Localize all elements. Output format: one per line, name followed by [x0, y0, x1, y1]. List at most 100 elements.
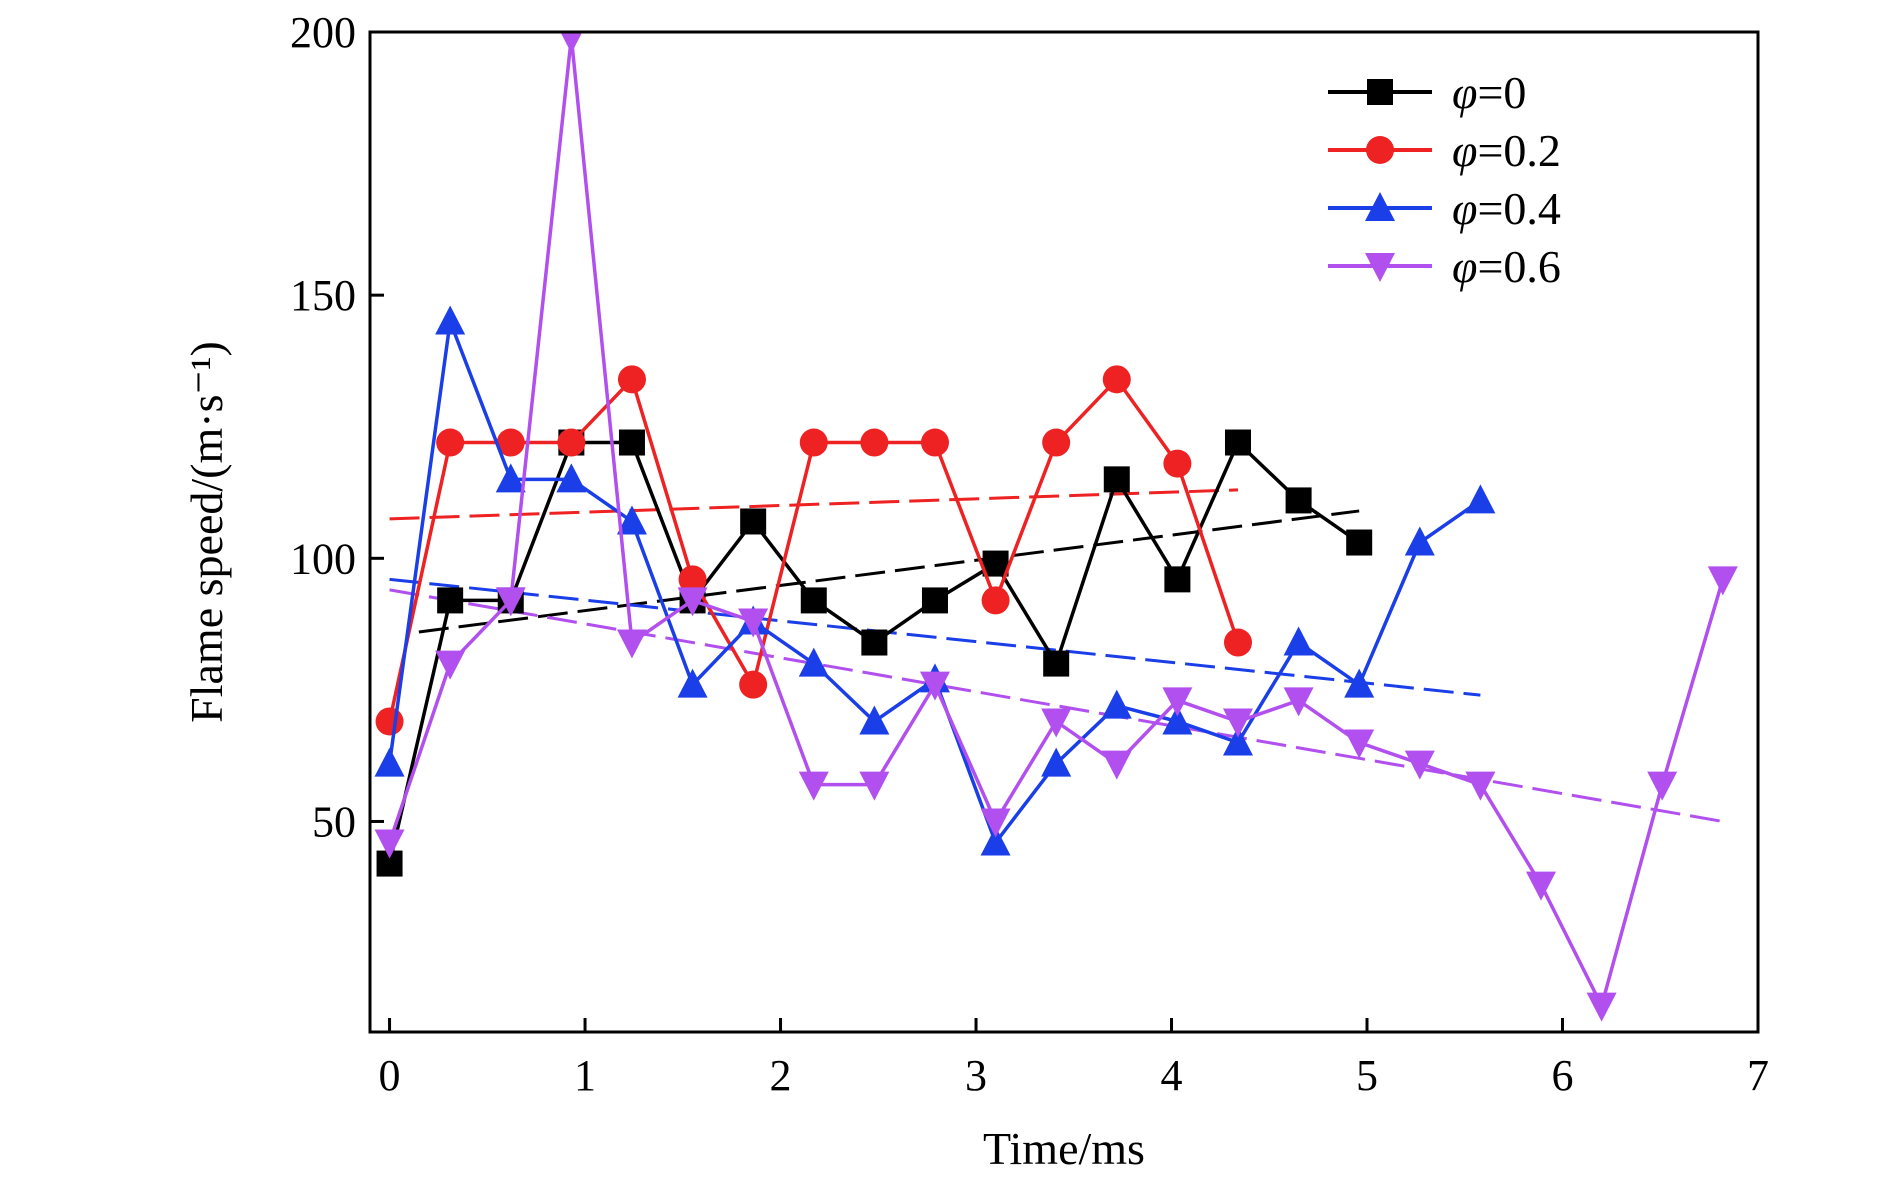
data-point	[617, 365, 646, 394]
legend-item: φ=0.4	[1328, 183, 1561, 234]
x-axis-label: Time/ms	[983, 1123, 1145, 1174]
data-point	[556, 463, 587, 493]
x-tick-label: 2	[770, 1051, 792, 1100]
data-point	[981, 586, 1010, 615]
legend-label: φ=0.4	[1452, 183, 1561, 234]
data-point	[1647, 771, 1678, 801]
data-point	[920, 428, 949, 457]
data-point	[1103, 466, 1130, 493]
data-point	[1223, 628, 1252, 657]
data-point	[677, 587, 708, 617]
x-tick-label: 4	[1161, 1051, 1183, 1100]
data-point	[375, 707, 404, 736]
data-point	[1465, 771, 1496, 801]
y-tick-label: 150	[290, 271, 356, 320]
data-point	[921, 587, 948, 614]
series-3	[374, 32, 1738, 1022]
legend-label: φ=0	[1452, 67, 1526, 118]
data-point	[1041, 747, 1072, 777]
data-point	[800, 587, 827, 614]
trend-lines	[389, 488, 1724, 823]
data-point	[616, 629, 647, 659]
series-1	[375, 365, 1252, 736]
data-point	[799, 428, 828, 457]
data-point	[980, 808, 1011, 838]
series-2	[374, 305, 1496, 856]
legend-label: φ=0.6	[1452, 241, 1561, 292]
legend-marker	[1366, 136, 1394, 164]
data-point	[435, 650, 466, 680]
legend-item: φ=0.2	[1328, 125, 1561, 176]
data-point	[677, 668, 708, 698]
data-point	[982, 550, 1009, 577]
data-point	[1163, 449, 1192, 478]
data-point	[861, 629, 888, 656]
x-tick-label: 3	[965, 1051, 987, 1100]
data-point	[798, 771, 829, 801]
series-0	[376, 429, 1373, 877]
data-point	[495, 587, 526, 617]
data-point	[616, 505, 647, 535]
data-point	[436, 428, 465, 457]
data-point	[1043, 650, 1070, 677]
data-series	[374, 32, 1738, 1022]
data-point	[437, 587, 464, 614]
data-point	[860, 428, 889, 457]
legend-label: φ=0.2	[1452, 125, 1561, 176]
data-point	[495, 463, 526, 493]
data-point	[560, 32, 583, 54]
data-point	[374, 829, 405, 859]
data-point	[1346, 529, 1373, 556]
data-point	[374, 747, 405, 777]
data-point	[859, 705, 890, 735]
y-tick-label: 200	[290, 8, 356, 57]
y-tick-label: 50	[312, 797, 356, 846]
data-point	[739, 670, 768, 699]
fit-line-series-3	[389, 588, 1724, 823]
y-axis-label: Flame speed/(m·s⁻¹)	[181, 341, 232, 723]
data-point	[1707, 566, 1738, 596]
data-point	[859, 771, 890, 801]
x-tick-label: 1	[574, 1051, 596, 1100]
data-point	[1222, 708, 1253, 738]
data-point	[1222, 726, 1253, 756]
fit-line-series-2	[389, 577, 1481, 697]
data-point	[1283, 687, 1314, 717]
data-point	[618, 429, 645, 456]
data-point	[1041, 708, 1072, 738]
data-point	[738, 608, 769, 638]
data-point	[1224, 429, 1251, 456]
data-point	[1283, 626, 1314, 656]
data-point	[1465, 484, 1496, 514]
legend-marker	[1365, 253, 1395, 282]
x-tick-label: 6	[1552, 1051, 1574, 1100]
data-point	[980, 826, 1011, 856]
data-point	[919, 671, 950, 701]
legend-item: φ=0	[1328, 67, 1526, 118]
data-point	[1404, 750, 1435, 780]
data-point	[1162, 705, 1193, 735]
data-point	[496, 428, 525, 457]
data-point	[1344, 668, 1375, 698]
series-line	[387, 320, 1482, 847]
data-point	[1285, 487, 1312, 514]
x-tick-label: 5	[1356, 1051, 1378, 1100]
data-point	[678, 565, 707, 594]
data-point	[1404, 526, 1435, 556]
data-point	[1042, 428, 1071, 457]
data-point	[557, 428, 586, 457]
data-point	[1586, 992, 1617, 1022]
data-point	[435, 305, 466, 335]
plot-frame	[368, 30, 1760, 1034]
y-tick-label: 100	[290, 534, 356, 583]
data-point	[1344, 729, 1375, 759]
legend-item: φ=0.6	[1328, 241, 1561, 292]
data-point	[798, 647, 829, 677]
fit-line-series-0	[418, 509, 1360, 634]
x-tick-label: 0	[379, 1051, 401, 1100]
legend-marker	[1367, 79, 1393, 105]
data-point	[1526, 871, 1557, 901]
legend-marker	[1365, 192, 1395, 221]
data-point	[1102, 365, 1131, 394]
